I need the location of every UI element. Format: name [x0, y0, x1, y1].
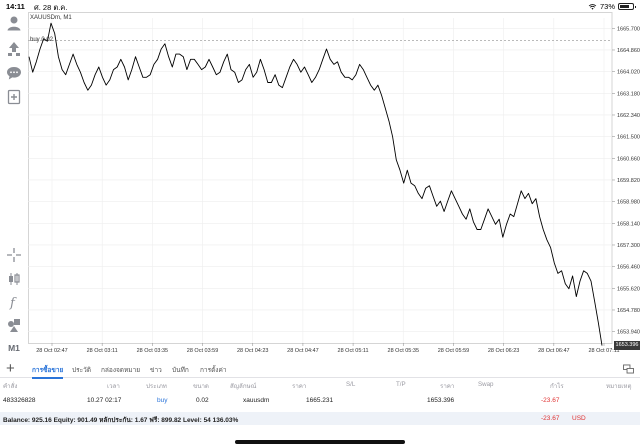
- status-right: 73%: [588, 2, 636, 11]
- terminal-tabs: + การซื้อขาย ประวัติ กล่องจดหมาย ข่าว บั…: [0, 360, 640, 379]
- header-comment: หมายเหตุ: [606, 383, 632, 390]
- current-price-tag: 1653.396: [614, 341, 640, 351]
- header-sl: S/L: [346, 381, 356, 388]
- left-toolbar: f M1: [0, 12, 28, 355]
- order-open-price: 1665.231: [306, 397, 334, 404]
- chart-svg: 1665.700 1664.860 1664.020 1663.180 1662.340…: [28, 12, 640, 354]
- order-profit: -23.67: [541, 397, 560, 404]
- add-icon[interactable]: +: [6, 360, 15, 377]
- order-time: 10.27 02:17: [87, 397, 122, 404]
- header-symbol: สัญลักษณ์: [230, 383, 257, 390]
- y-tick-label: 1660.660: [617, 156, 640, 162]
- positions-table-header: คำสั่ง เวลา ประเภท ขนาด สัญลักษณ์ ราคา S…: [0, 381, 640, 393]
- status-date: ศ. 28 ต.ค.: [34, 3, 68, 12]
- x-tick-label: 28 Oct 02:47: [36, 348, 68, 354]
- status-time: 14:11: [6, 2, 25, 11]
- plot-border: [28, 12, 613, 344]
- objects-icon[interactable]: [4, 316, 24, 334]
- x-tick-label: 28 Oct 03:59: [187, 348, 219, 354]
- x-tick-label: 28 Oct 05:35: [388, 348, 420, 354]
- chat-icon[interactable]: [4, 64, 24, 82]
- header-open-price: ราคา: [292, 383, 307, 390]
- y-tick-label: 1659.820: [617, 178, 640, 184]
- deposit-icon[interactable]: [4, 40, 24, 58]
- tab-trade[interactable]: การซื้อขาย: [32, 365, 64, 379]
- y-tick-label: 1665.700: [617, 26, 640, 32]
- currency-label: USD: [572, 415, 586, 422]
- chart-type-icon[interactable]: [4, 270, 24, 288]
- y-tick-label: 1664.020: [617, 70, 640, 76]
- account-icon[interactable]: [4, 14, 24, 32]
- balance-bar: Balance: 925.16 Equity: 901.49 หลักประกั…: [0, 412, 640, 425]
- wifi-icon: [588, 3, 597, 10]
- header-current-price: ราคา: [440, 383, 455, 390]
- y-tick-label: 1656.460: [617, 265, 640, 271]
- balance-summary: Balance: 925.16 Equity: 901.49 หลักประกั…: [3, 417, 239, 424]
- layout-icon[interactable]: [623, 364, 634, 374]
- battery-percent: 73%: [599, 2, 615, 11]
- y-tick-label: 1662.340: [617, 113, 640, 119]
- header-type: ประเภท: [146, 383, 167, 390]
- header-swap: Swap: [478, 381, 494, 388]
- y-tick-label: 1661.500: [617, 135, 640, 141]
- header-time: เวลา: [107, 383, 120, 390]
- timeframe-button[interactable]: M1: [8, 343, 20, 353]
- total-profit: -23.67: [541, 415, 560, 422]
- x-tick-label: 28 Oct 04:23: [237, 348, 269, 354]
- buy-position-label[interactable]: buy 0.02: [30, 37, 54, 43]
- battery-icon: [618, 3, 636, 10]
- tab-journal[interactable]: บันทึก: [172, 367, 189, 374]
- order-current-price: 1653.396: [427, 397, 455, 404]
- y-tick-label: 1664.860: [617, 48, 640, 54]
- order-id: 483326828: [3, 397, 36, 404]
- home-indicator: [235, 440, 405, 444]
- header-order: คำสั่ง: [3, 383, 18, 390]
- x-tick-label: 28 Oct 05:59: [438, 348, 470, 354]
- price-chart[interactable]: 1665.700 1664.860 1664.020 1663.180 1662.340…: [28, 12, 640, 355]
- tab-history[interactable]: ประวัติ: [72, 367, 91, 374]
- svg-text:f: f: [9, 296, 17, 310]
- tab-mailbox[interactable]: กล่องจดหมาย: [101, 367, 141, 374]
- header-size: ขนาด: [193, 383, 209, 390]
- y-tick-label: 1658.980: [617, 200, 640, 206]
- tab-settings[interactable]: การตั้งค่า: [200, 367, 227, 374]
- price-line: [28, 22, 603, 346]
- chart-symbol-label: XAUUSDm, M1: [30, 15, 72, 21]
- header-profit: กำไร: [550, 383, 564, 390]
- indicators-icon[interactable]: f: [4, 293, 24, 311]
- order-type: buy: [157, 397, 168, 404]
- order-size: 0.02: [196, 397, 209, 404]
- x-tick-label: 28 Oct 06:23: [488, 348, 520, 354]
- x-tick-label: 28 Oct 05:11: [338, 348, 369, 354]
- x-tick-label: 28 Oct 06:47: [538, 348, 570, 354]
- status-bar: 14:11 ศ. 28 ต.ค. 73%: [0, 0, 640, 12]
- y-tick-label: 1663.180: [617, 91, 640, 97]
- x-tick-label: 28 Oct 04:47: [287, 348, 319, 354]
- x-tick-label: 28 Oct 03:11: [87, 348, 118, 354]
- crosshair-icon[interactable]: [4, 246, 24, 264]
- x-tick-label: 28 Oct 03:35: [137, 348, 169, 354]
- y-tick-label: 1658.140: [617, 221, 640, 227]
- y-tick-label: 1655.620: [617, 286, 640, 292]
- x-tick-label: 28 Oct 07:11: [588, 348, 619, 354]
- y-tick-label: 1653.940: [617, 330, 640, 336]
- tab-news[interactable]: ข่าว: [150, 367, 162, 374]
- order-symbol: xauusdm: [243, 397, 270, 404]
- y-tick-label: 1657.300: [617, 243, 640, 249]
- y-tick-label: 1654.780: [617, 308, 640, 314]
- new-order-icon[interactable]: [4, 88, 24, 106]
- table-row[interactable]: 483326828 10.27 02:17 buy 0.02 xauusdm 1…: [0, 397, 640, 410]
- header-tp: T/P: [396, 381, 406, 388]
- battery-fill: [620, 5, 629, 8]
